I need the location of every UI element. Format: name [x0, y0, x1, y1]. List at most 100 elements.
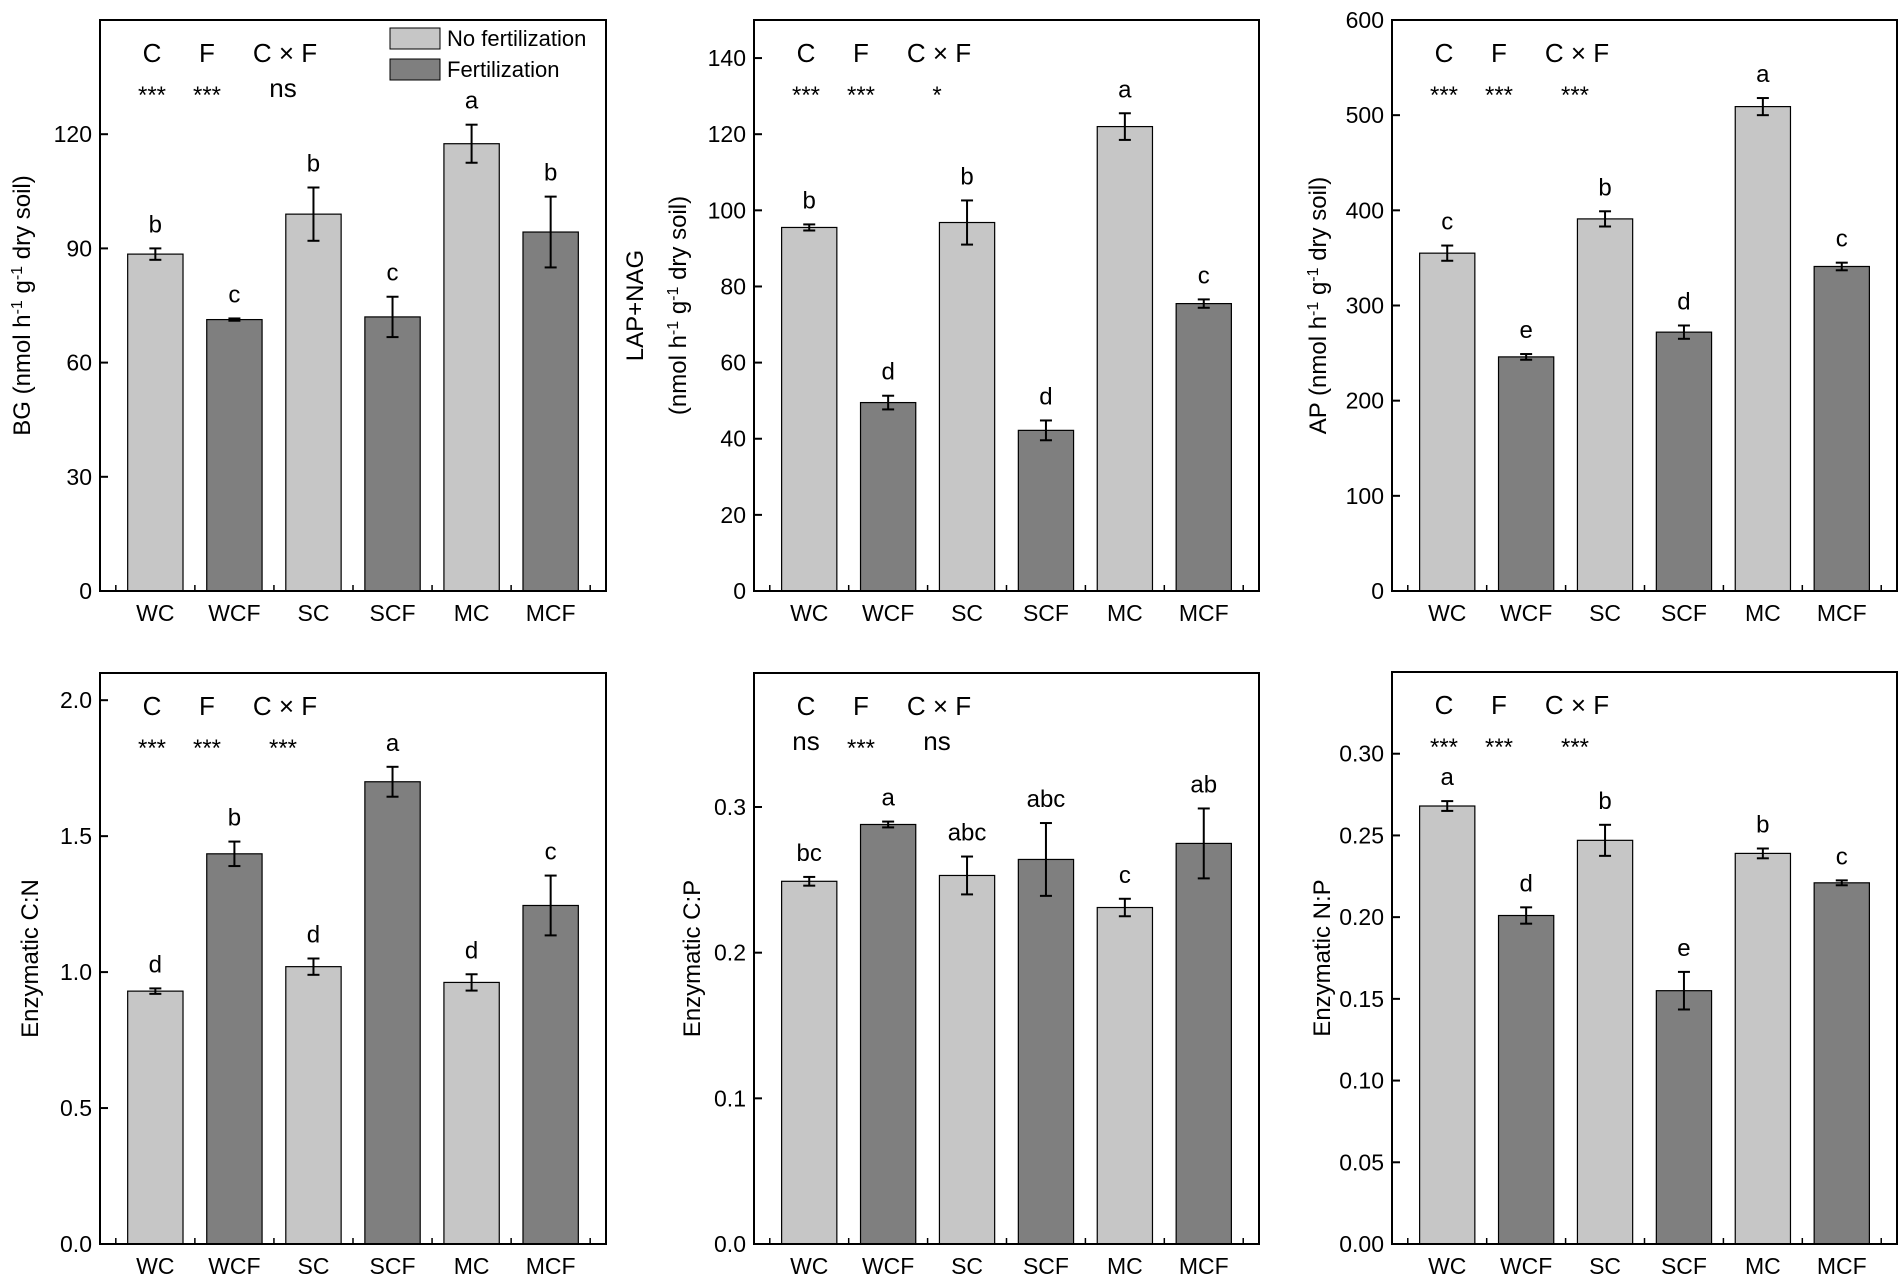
significance-letter: c — [1836, 843, 1848, 870]
bar-wc — [781, 226, 838, 592]
significance-letter: e — [1677, 935, 1690, 962]
ylabel-text: AP (nmol h — [1305, 316, 1332, 434]
y-axis-title: Enzymatic C:N — [17, 879, 44, 1038]
y-tick-label: 500 — [1346, 102, 1384, 128]
x-tick-label: WCF — [208, 1253, 260, 1279]
significance-letter: abc — [1027, 786, 1066, 813]
bar-scf — [364, 781, 421, 1245]
effect-label: C × F — [253, 38, 317, 68]
y-tick-label: 140 — [708, 45, 746, 71]
bar-mc — [443, 981, 500, 1245]
bar-sc — [938, 221, 996, 592]
error-bar-wc — [803, 875, 816, 887]
error-bar-mc — [465, 123, 478, 164]
y-axis-title: Enzymatic C:P — [679, 880, 706, 1037]
x-tick-label: WCF — [1500, 1253, 1552, 1279]
effect-significance: *** — [1561, 82, 1589, 109]
error-bar-scf — [386, 765, 399, 798]
y-tick-label: 0.0 — [714, 1231, 746, 1257]
y-axis-title: AP (nmol h-1 g-1 dry soil) — [1305, 177, 1333, 434]
bar-wcf — [206, 318, 263, 592]
error-bar-wc — [149, 987, 162, 995]
effect-label: C × F — [907, 691, 971, 721]
y-tick-label: 0.20 — [1339, 904, 1384, 930]
x-tick-label: WC — [1428, 600, 1466, 626]
error-bar-mcf — [1835, 261, 1848, 272]
legend: No fertilization Fertilization — [389, 26, 586, 82]
x-tick-label: MCF — [1817, 1253, 1867, 1279]
error-bar-sc — [307, 957, 320, 976]
y-tick-label: 0.1 — [714, 1085, 746, 1111]
ylabel-superscript: -1 — [665, 321, 682, 335]
panel-lap-nag: b d b d a c 0 20 40 60 80 100 120 140 WC WCF SC SCF MC MCF C… — [622, 19, 1260, 626]
effect-label: C — [143, 38, 162, 68]
ylabel-text: Enzymatic C:N — [17, 879, 44, 1038]
significance-letter: b — [960, 163, 973, 190]
x-tick-label: SCF — [1661, 1253, 1707, 1279]
significance-letter: a — [386, 730, 400, 757]
error-bar-mc — [465, 973, 478, 992]
significance-letter: a — [465, 88, 479, 115]
y-tick-label: 60 — [66, 350, 92, 376]
effect-significance: ns — [923, 726, 950, 756]
x-tick-label: SC — [1589, 600, 1621, 626]
error-bar-wcf — [1520, 906, 1533, 925]
error-bar-mc — [1118, 897, 1131, 918]
y-tick-label: 200 — [1346, 388, 1384, 414]
error-bar-mcf — [1197, 298, 1210, 309]
significance-letter: d — [1039, 383, 1052, 410]
error-bar-scf — [1677, 324, 1690, 340]
bar-mcf — [522, 231, 579, 592]
bar-wcf — [1497, 914, 1555, 1245]
error-bar-sc — [961, 855, 974, 896]
significance-letter: b — [228, 805, 241, 832]
bar-mc — [1096, 906, 1154, 1245]
effect-label: F — [199, 691, 215, 721]
significance-letter: a — [1756, 61, 1770, 88]
significance-letter: c — [545, 839, 557, 866]
effect-significance: *** — [138, 735, 166, 762]
x-tick-label: MCF — [526, 1253, 576, 1279]
error-bar-wc — [149, 247, 162, 261]
ylabel-text: BG (nmol h — [9, 314, 36, 435]
panel-cp: bc a abc abc c ab 0.0 0.1 0.2 0.3 WC WCF SC SCF MC MCF C… — [679, 672, 1260, 1279]
significance-letter: d — [465, 937, 478, 964]
ylabel-text: g — [665, 301, 692, 321]
significance-letter: e — [1519, 317, 1532, 344]
significance-letter: c — [1119, 862, 1131, 889]
effect-significance: *** — [1485, 734, 1513, 761]
error-bar-sc — [961, 199, 974, 246]
error-bar-wcf — [228, 317, 241, 322]
error-bar-scf — [1677, 970, 1690, 1011]
bar-scf — [1655, 990, 1713, 1245]
x-tick-label: SC — [1589, 1253, 1621, 1279]
error-bar-mc — [1118, 112, 1131, 141]
bar-wcf — [206, 853, 263, 1245]
x-tick-label: SC — [951, 600, 983, 626]
bar-mcf — [1175, 842, 1232, 1245]
x-tick-label: SCF — [370, 1253, 416, 1279]
effect-significance: *** — [193, 735, 221, 762]
effect-significance: *** — [792, 82, 820, 109]
significance-letter: c — [1836, 226, 1848, 253]
effect-label: C × F — [253, 691, 317, 721]
effect-significance: *** — [138, 82, 166, 109]
significance-letter: abc — [948, 820, 987, 847]
x-tick-label: MCF — [526, 600, 576, 626]
bar-wc — [1419, 252, 1476, 592]
y-tick-label: 2.0 — [60, 687, 92, 713]
effect-significance: ns — [792, 726, 819, 756]
error-bar-wc — [1441, 800, 1454, 812]
y-tick-label: 100 — [1346, 483, 1384, 509]
significance-letter: c — [1198, 262, 1210, 289]
bar-mc — [1734, 106, 1792, 592]
bar-wc — [1419, 805, 1476, 1245]
effect-significance: *** — [269, 735, 297, 762]
x-tick-label: MC — [454, 600, 490, 626]
bar-sc — [938, 874, 996, 1245]
x-tick-label: MC — [1745, 1253, 1781, 1279]
x-tick-label: WCF — [1500, 600, 1552, 626]
error-bar-wcf — [882, 394, 895, 411]
bar-sc — [285, 213, 342, 592]
effect-significance: ns — [269, 73, 296, 103]
